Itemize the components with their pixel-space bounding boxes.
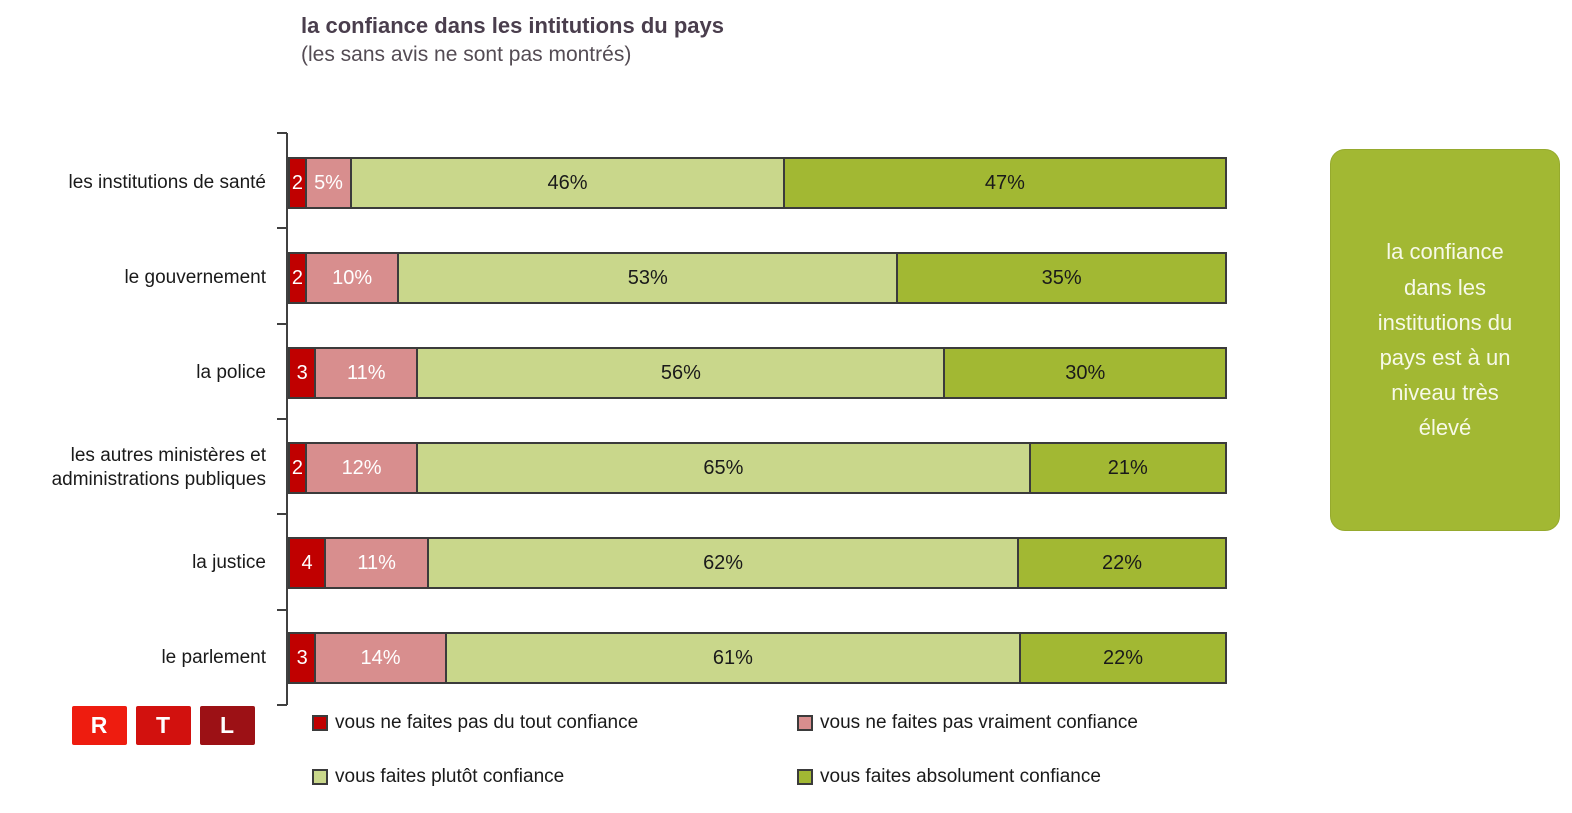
- legend-swatch: [312, 769, 328, 785]
- legend-swatch: [312, 715, 328, 731]
- bar-row: 2 5% 46% 47%: [288, 157, 1233, 209]
- segment-value: 30%: [1065, 361, 1106, 384]
- bar-segment: 5%: [304, 157, 353, 209]
- bar-segment: 11%: [314, 347, 419, 399]
- axis-tick: [277, 704, 287, 706]
- bar-segment: 14%: [314, 632, 447, 684]
- bar-segment: 35%: [896, 252, 1227, 304]
- bar-segment: 47%: [782, 157, 1227, 209]
- axis-tick: [277, 513, 287, 515]
- segment-value: 47%: [984, 171, 1025, 194]
- bar-segment: 11%: [324, 537, 430, 589]
- axis-tick: [277, 323, 287, 325]
- rtl-logo-letter: R: [72, 706, 127, 745]
- legend-item: vous ne faites pas vraiment confiance: [797, 712, 1138, 734]
- bar-segment: 12%: [304, 442, 419, 494]
- bar-segment: 10%: [304, 252, 400, 304]
- bar-row: 2 10% 53% 35%: [288, 252, 1233, 304]
- legend-swatch: [797, 715, 813, 731]
- callout-text: la confiance dans les institutions du pa…: [1377, 239, 1513, 441]
- axis-tick: [277, 418, 287, 420]
- bar-segment: 4: [288, 537, 327, 589]
- chart-header: la confiance dans les intitutions du pay…: [301, 12, 724, 68]
- segment-value: 62%: [703, 551, 744, 574]
- axis-tick: [277, 132, 287, 134]
- segment-value: 53%: [627, 266, 668, 289]
- bar-segment: 61%: [444, 632, 1022, 684]
- callout-box: la confiance dans les institutions du pa…: [1330, 149, 1560, 531]
- segment-value: 65%: [703, 456, 744, 479]
- bar-segment: 22%: [1019, 632, 1227, 684]
- rtl-logo-letter: T: [136, 706, 191, 745]
- bar-row: 2 12% 65% 21%: [288, 442, 1233, 494]
- bar-segment: 46%: [350, 157, 785, 209]
- category-label: le gouvernement: [124, 267, 266, 289]
- bar-segment: 21%: [1028, 442, 1227, 494]
- bar-segment: 30%: [943, 347, 1227, 399]
- segment-value: 35%: [1041, 266, 1082, 289]
- legend-swatch: [797, 769, 813, 785]
- bar-segment: 65%: [416, 442, 1031, 494]
- legend-label: vous faites absolument confiance: [820, 766, 1101, 787]
- axis-tick: [277, 609, 287, 611]
- rtl-logo-letter: L: [200, 706, 255, 745]
- segment-value: 2: [291, 171, 303, 194]
- segment-value: 46%: [547, 171, 588, 194]
- category-label: les institutions de santé: [68, 172, 266, 194]
- legend-label: vous ne faites pas vraiment confiance: [820, 712, 1138, 733]
- bar-segment: 56%: [416, 347, 946, 399]
- segment-value: 3: [296, 361, 308, 384]
- segment-value: 10%: [332, 266, 373, 289]
- segment-value: 4: [301, 551, 313, 574]
- legend-label: vous faites plutôt confiance: [335, 766, 565, 787]
- segment-value: 3: [296, 646, 308, 669]
- bar-row: 4 11% 62% 22%: [288, 537, 1233, 589]
- category-label: le parlement: [161, 647, 266, 669]
- chart-title: la confiance dans les intitutions du pay…: [301, 13, 724, 38]
- segment-value: 21%: [1107, 456, 1148, 479]
- segment-value: 11%: [347, 361, 386, 384]
- segment-value: 14%: [360, 646, 401, 669]
- segment-value: 5%: [314, 171, 343, 194]
- bar-segment: 53%: [397, 252, 899, 304]
- segment-value: 61%: [712, 646, 753, 669]
- category-label: la police: [196, 362, 266, 384]
- bar-segment: 62%: [427, 537, 1019, 589]
- legend-label: vous ne faites pas du tout confiance: [335, 712, 639, 733]
- segment-value: 56%: [660, 361, 701, 384]
- segment-value: 2: [291, 266, 303, 289]
- bar-segment: 3: [288, 632, 317, 684]
- segment-value: 12%: [341, 456, 382, 479]
- legend-item: vous ne faites pas du tout confiance: [312, 712, 638, 734]
- y-axis-line: [286, 133, 288, 705]
- segment-value: 11%: [357, 551, 396, 574]
- segment-value: 22%: [1101, 551, 1142, 574]
- segment-value: 2: [291, 456, 303, 479]
- chart-subtitle: (les sans avis ne sont pas montrés): [301, 42, 632, 66]
- segment-value: 22%: [1103, 646, 1144, 669]
- bar-segment: 3: [288, 347, 317, 399]
- bar-row: 3 14% 61% 22%: [288, 632, 1233, 684]
- category-label: les autres ministères et administrations…: [51, 445, 266, 490]
- legend-item: vous faites plutôt confiance: [312, 766, 564, 788]
- category-label: la justice: [192, 552, 266, 574]
- axis-tick: [277, 227, 287, 229]
- bar-row: 3 11% 56% 30%: [288, 347, 1233, 399]
- bar-segment: 22%: [1016, 537, 1227, 589]
- legend-item: vous faites absolument confiance: [797, 766, 1101, 788]
